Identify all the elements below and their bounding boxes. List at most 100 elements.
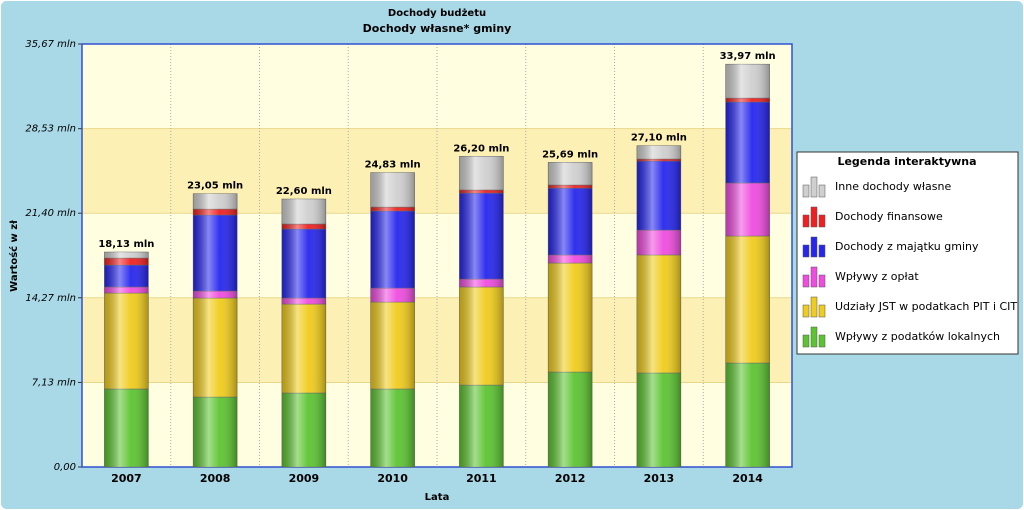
bar-shine bbox=[725, 101, 770, 183]
bar-shine bbox=[104, 388, 149, 467]
bar-shine bbox=[548, 263, 593, 373]
bar-shine bbox=[370, 302, 415, 389]
x-tick-label: 2009 bbox=[289, 472, 320, 485]
legend-icon bbox=[810, 176, 818, 198]
total-label: 18,13 mln bbox=[98, 239, 154, 250]
bar-shine bbox=[725, 64, 770, 99]
legend-icon bbox=[818, 334, 826, 348]
x-tick-label: 2012 bbox=[555, 472, 586, 485]
total-label: 27,10 mln bbox=[631, 133, 687, 144]
y-tick-label: 21,40 mln bbox=[25, 208, 76, 219]
bar-shine bbox=[370, 207, 415, 211]
legend-icon bbox=[818, 184, 826, 198]
bar-shine bbox=[636, 161, 681, 231]
x-axis-label: Lata bbox=[425, 492, 450, 503]
legend-icon bbox=[802, 334, 810, 348]
y-tick-label: 7,13 mln bbox=[32, 377, 76, 388]
legend-icon bbox=[810, 326, 818, 348]
x-tick-label: 2014 bbox=[732, 472, 763, 485]
legend-label: Wpływy z podatków lokalnych bbox=[835, 330, 1000, 343]
bar-shine bbox=[193, 291, 238, 299]
legend-icon bbox=[802, 274, 810, 288]
legend-icon bbox=[802, 304, 810, 318]
bar-shine bbox=[548, 185, 593, 189]
x-tick-label: 2007 bbox=[111, 472, 142, 485]
legend[interactable]: Legenda interaktywna Wpływy z podatków l… bbox=[796, 151, 1019, 355]
x-tick-label: 2010 bbox=[377, 472, 408, 485]
total-label: 25,69 mln bbox=[542, 149, 598, 160]
legend-label: Wpływy z opłat bbox=[835, 270, 919, 283]
total-label: 33,97 mln bbox=[720, 51, 776, 62]
total-label: 24,83 mln bbox=[365, 160, 421, 171]
bar-shine bbox=[104, 258, 149, 266]
bar-shine bbox=[725, 235, 770, 363]
legend-icon bbox=[818, 274, 826, 288]
bar-shine bbox=[193, 193, 238, 210]
chart-subtitle: Dochody własne* gminy bbox=[363, 22, 512, 35]
total-label: 23,05 mln bbox=[187, 181, 243, 192]
bar-shine bbox=[281, 224, 326, 229]
bar-shine bbox=[193, 298, 238, 398]
plot-border bbox=[81, 43, 793, 468]
total-label: 26,20 mln bbox=[453, 143, 509, 154]
bar-shine bbox=[193, 209, 238, 216]
bar-shine bbox=[370, 288, 415, 303]
bar-shine bbox=[370, 388, 415, 467]
bar-shine bbox=[636, 230, 681, 255]
grid-band bbox=[82, 297, 792, 383]
legend-icon bbox=[810, 236, 818, 258]
bar-shine bbox=[104, 252, 149, 259]
legend-icon bbox=[810, 206, 818, 228]
y-tick-label: 35,67 mln bbox=[25, 39, 76, 50]
bar-shine bbox=[281, 228, 326, 299]
bar-shine bbox=[281, 393, 326, 467]
bar-shine bbox=[636, 145, 681, 160]
bar-shine bbox=[459, 193, 504, 280]
plot-area: 0,00 7,13 mln 14,27 mln 21,40 mln 28,53 mln 3… bbox=[25, 39, 793, 485]
y-axis-label: Wartość w zł bbox=[8, 220, 20, 292]
legend-icon bbox=[818, 304, 826, 318]
chart-title: Dochody budżetu bbox=[388, 8, 486, 19]
bar-shine bbox=[104, 293, 149, 389]
bar-shine bbox=[193, 215, 238, 292]
legend-icon bbox=[818, 244, 826, 258]
bar-shine bbox=[370, 172, 415, 208]
bar-shine bbox=[548, 254, 593, 264]
y-tick-label: 0,00 bbox=[54, 462, 76, 473]
bar-shine bbox=[636, 254, 681, 373]
y-tick-label: 28,53 mln bbox=[25, 124, 76, 135]
legend-label: Inne dochody własne bbox=[835, 180, 951, 193]
legend-icon bbox=[810, 266, 818, 288]
total-label: 22,60 mln bbox=[276, 186, 332, 197]
bar-shine bbox=[548, 162, 593, 185]
x-tick-label: 2008 bbox=[200, 472, 231, 485]
bar-shine bbox=[636, 372, 681, 467]
legend-label: Dochody z majątku gminy bbox=[835, 240, 979, 253]
legend-label: Udziały JST w podatkach PIT i CIT bbox=[835, 300, 1017, 313]
bar-shine bbox=[281, 198, 326, 225]
bar-shine bbox=[459, 189, 504, 194]
bar-shine bbox=[459, 279, 504, 287]
bar-shine bbox=[548, 372, 593, 467]
legend-icon bbox=[802, 244, 810, 258]
bar-shine bbox=[281, 298, 326, 305]
bar-shine bbox=[281, 304, 326, 394]
legend-icon bbox=[802, 214, 810, 228]
legend-title: Legenda interaktywna bbox=[837, 155, 976, 168]
bar-shine bbox=[104, 265, 149, 287]
x-tick-label: 2011 bbox=[466, 472, 497, 485]
bar-shine bbox=[725, 362, 770, 467]
bar-shine bbox=[725, 182, 770, 236]
bar-shine bbox=[370, 210, 415, 289]
x-tick-label: 2013 bbox=[644, 472, 675, 485]
bar-shine bbox=[459, 156, 504, 190]
legend-icon bbox=[810, 296, 818, 318]
bar-shine bbox=[193, 397, 238, 467]
bar-shine bbox=[548, 188, 593, 255]
y-tick-label: 14,27 mln bbox=[25, 293, 76, 304]
bar-shine bbox=[104, 286, 149, 294]
bar-shine bbox=[459, 286, 504, 386]
legend-icon bbox=[818, 214, 826, 228]
bar-shine bbox=[459, 385, 504, 467]
